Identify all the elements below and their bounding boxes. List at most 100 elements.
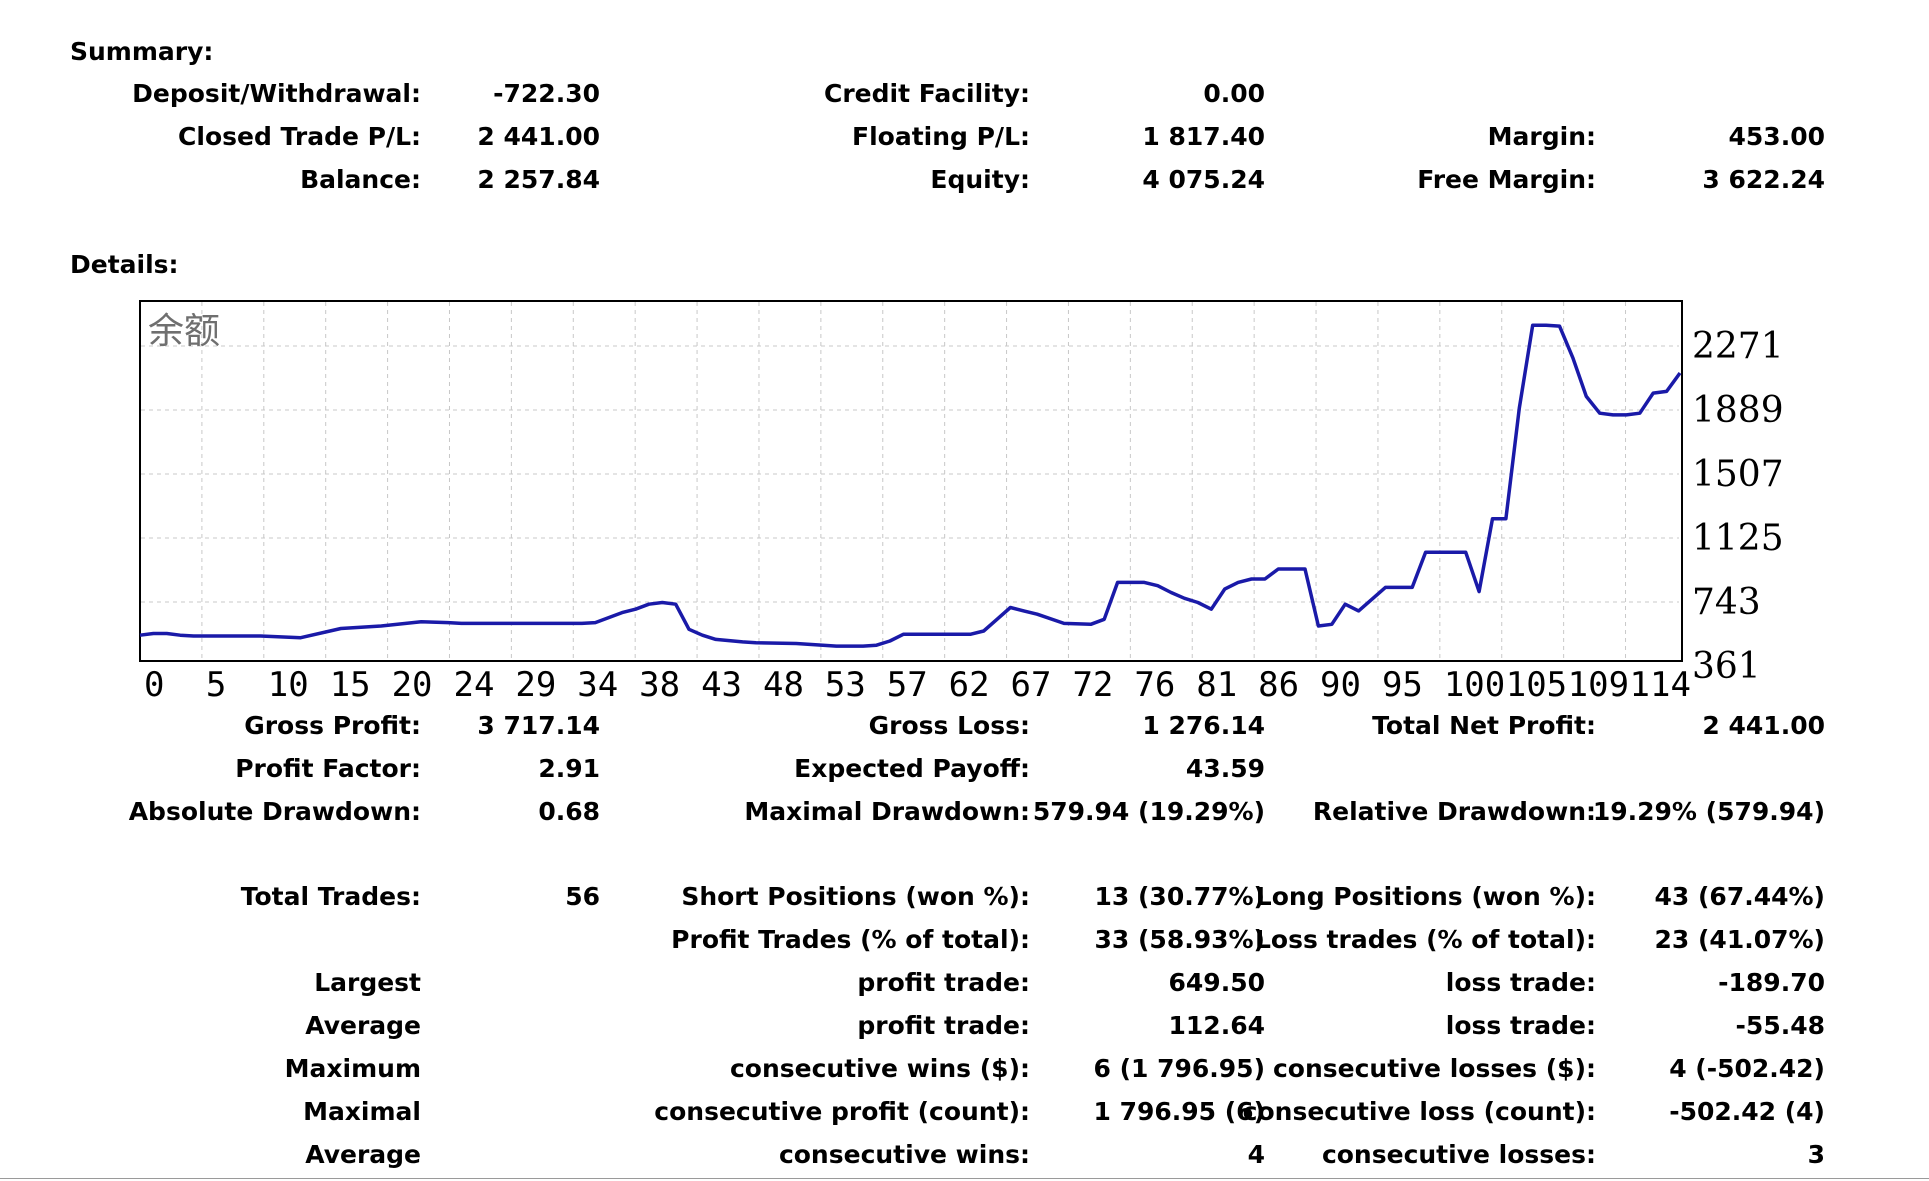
x-tick-label: 0 xyxy=(144,665,164,700)
y-tick-label: 361 xyxy=(1692,646,1761,687)
x-tick-label: 43 xyxy=(701,665,742,700)
average-consecutive-label: Average xyxy=(305,1140,421,1169)
free-margin-label: Free Margin: xyxy=(1417,165,1596,194)
maximum-label: Maximum xyxy=(284,1054,421,1083)
free-margin-value: 3 622.24 xyxy=(1702,165,1825,194)
short-positions-value: 13 (30.77%) xyxy=(1094,882,1265,911)
gross-loss-value: 1 276.14 xyxy=(1142,711,1265,740)
average-profit-label: profit trade: xyxy=(857,1011,1030,1040)
profit-trades-value: 33 (58.93%) xyxy=(1094,925,1265,954)
long-positions-label: Long Positions (won %): xyxy=(1255,882,1596,911)
chart-title: 余额 xyxy=(148,311,220,352)
bottom-divider xyxy=(0,1178,1929,1179)
maximal-label: Maximal xyxy=(303,1097,421,1126)
total-trades-value: 56 xyxy=(565,882,600,911)
loss-trades-value: 23 (41.07%) xyxy=(1654,925,1825,954)
largest-profit-value: 649.50 xyxy=(1168,968,1265,997)
gross-profit-label: Gross Profit: xyxy=(244,711,421,740)
max-consecutive-losses-label: consecutive losses ($): xyxy=(1272,1054,1596,1083)
expected-payoff-value: 43.59 xyxy=(1185,754,1265,783)
x-tick-label: 20 xyxy=(392,665,433,700)
equity-value: 4 075.24 xyxy=(1142,165,1265,194)
y-tick-label: 1125 xyxy=(1692,518,1784,559)
avg-consecutive-wins-value: 4 xyxy=(1247,1140,1265,1169)
x-tick-label: 62 xyxy=(949,665,990,700)
largest-loss-value: -189.70 xyxy=(1718,968,1825,997)
avg-consecutive-wins-label: consecutive wins: xyxy=(778,1140,1030,1169)
x-tick-label: 81 xyxy=(1196,665,1237,700)
x-tick-label: 15 xyxy=(330,665,371,700)
y-tick-label: 1507 xyxy=(1692,454,1784,495)
credit-label: Credit Facility: xyxy=(823,79,1030,108)
maximal-consecutive-loss-value: -502.42 (4) xyxy=(1669,1097,1825,1126)
balance-chart: 余额 0 5 10 15 20 24 29 34 38 43 48 53 57 62 67 72 76 81 86 9… xyxy=(139,300,1784,700)
x-tick-label: 76 xyxy=(1134,665,1175,700)
maximal-drawdown-label: Maximal Drawdown: xyxy=(744,797,1030,826)
x-tick-label: 100 xyxy=(1444,665,1505,700)
absolute-drawdown-label: Absolute Drawdown: xyxy=(128,797,421,826)
maximal-consecutive-profit-value: 1 796.95 (6) xyxy=(1093,1097,1265,1126)
closed-trade-label: Closed Trade P/L: xyxy=(178,122,421,151)
max-consecutive-wins-value: 6 (1 796.95) xyxy=(1093,1054,1265,1083)
average-loss-value: -55.48 xyxy=(1735,1011,1825,1040)
floating-value: 1 817.40 xyxy=(1142,122,1265,151)
total-net-profit-value: 2 441.00 xyxy=(1702,711,1825,740)
series-line xyxy=(139,323,1682,648)
expected-payoff-label: Expected Payoff: xyxy=(794,754,1030,783)
balance-value: 2 257.84 xyxy=(477,165,600,194)
chart-plot-area xyxy=(139,300,1683,662)
x-tick-label: 114 xyxy=(1630,665,1691,700)
loss-trades-label: Loss trades (% of total): xyxy=(1254,925,1596,954)
balance-label: Balance: xyxy=(300,165,421,194)
avg-consecutive-losses-value: 3 xyxy=(1807,1140,1825,1169)
maximal-drawdown-value: 579.94 (19.29%) xyxy=(1032,797,1265,826)
gross-loss-label: Gross Loss: xyxy=(868,711,1030,740)
y-tick-label: 743 xyxy=(1692,582,1761,623)
total-net-profit-label: Total Net Profit: xyxy=(1372,711,1596,740)
y-tick-label: 1889 xyxy=(1692,390,1784,431)
x-tick-label: 105 xyxy=(1506,665,1567,700)
margin-label: Margin: xyxy=(1487,122,1596,151)
profit-factor-label: Profit Factor: xyxy=(235,754,421,783)
largest-loss-label: loss trade: xyxy=(1445,968,1596,997)
short-positions-label: Short Positions (won %): xyxy=(681,882,1030,911)
deposit-label: Deposit/Withdrawal: xyxy=(132,79,421,108)
x-tick-label: 48 xyxy=(763,665,804,700)
long-positions-value: 43 (67.44%) xyxy=(1654,882,1825,911)
x-tick-label: 57 xyxy=(887,665,928,700)
maximal-consecutive-profit-label: consecutive profit (count): xyxy=(654,1097,1030,1126)
x-tick-label: 34 xyxy=(577,665,618,700)
x-tick-label: 86 xyxy=(1258,665,1299,700)
average-profit-value: 112.64 xyxy=(1168,1011,1265,1040)
max-consecutive-wins-label: consecutive wins ($): xyxy=(729,1054,1030,1083)
summary-title: Summary: xyxy=(70,37,214,66)
details-title: Details: xyxy=(70,250,179,279)
deposit-value: -722.30 xyxy=(493,79,600,108)
x-tick-label: 72 xyxy=(1072,665,1113,700)
average-label: Average xyxy=(305,1011,421,1040)
x-tick-label: 5 xyxy=(206,665,226,700)
x-tick-label: 53 xyxy=(825,665,866,700)
x-tick-label: 95 xyxy=(1382,665,1423,700)
margin-value: 453.00 xyxy=(1728,122,1825,151)
relative-drawdown-label: Relative Drawdown: xyxy=(1312,797,1596,826)
largest-profit-label: profit trade: xyxy=(857,968,1030,997)
credit-value: 0.00 xyxy=(1203,79,1265,108)
x-tick-label: 67 xyxy=(1011,665,1052,700)
maximal-consecutive-loss-label: consecutive loss (count): xyxy=(1242,1097,1596,1126)
avg-consecutive-losses-label: consecutive losses: xyxy=(1321,1140,1596,1169)
relative-drawdown-value: 19.29% (579.94) xyxy=(1592,797,1825,826)
y-tick-label: 2271 xyxy=(1692,326,1784,367)
equity-label: Equity: xyxy=(930,165,1030,194)
total-trades-label: Total Trades: xyxy=(240,882,421,911)
profit-trades-label: Profit Trades (% of total): xyxy=(671,925,1030,954)
closed-trade-value: 2 441.00 xyxy=(477,122,600,151)
x-tick-label: 29 xyxy=(515,665,556,700)
max-consecutive-losses-value: 4 (-502.42) xyxy=(1669,1054,1825,1083)
x-tick-label: 38 xyxy=(639,665,680,700)
x-tick-label: 109 xyxy=(1568,665,1629,700)
largest-label: Largest xyxy=(314,968,421,997)
floating-label: Floating P/L: xyxy=(852,122,1030,151)
absolute-drawdown-value: 0.68 xyxy=(538,797,600,826)
average-loss-label: loss trade: xyxy=(1445,1011,1596,1040)
